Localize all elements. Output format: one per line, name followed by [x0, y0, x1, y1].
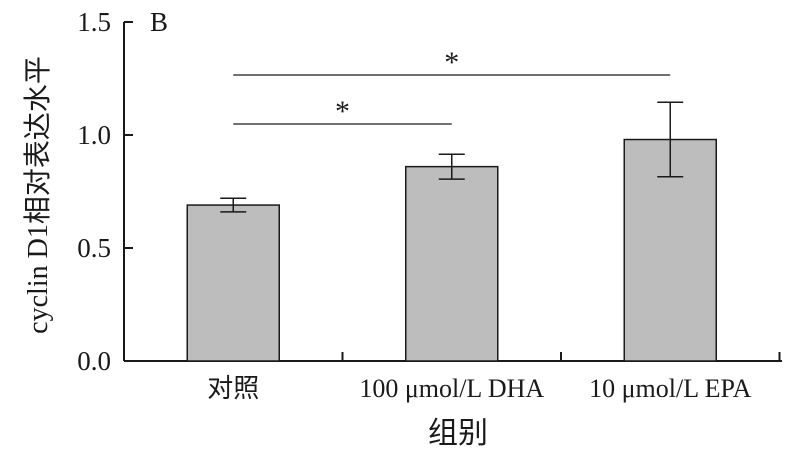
- panel-label: B: [150, 7, 168, 37]
- y-tick-label-1: 0.5: [77, 233, 111, 263]
- y-tick-label-0: 0.0: [77, 346, 111, 376]
- category-label-1: 100 μmol/L DHA: [359, 374, 544, 403]
- bar-1: [405, 165, 499, 362]
- y-axis-title: cyclin D1相对表达水平: [22, 56, 54, 334]
- x-axis-title: 组别: [428, 417, 488, 450]
- category-label-2: 10 μmol/L EPA: [589, 374, 751, 403]
- plot-area: 0.0 0.5 1.0 1.5 对照 100 μmol/L DHA 10 μmol/L EP…: [77, 7, 782, 403]
- category-label-0: 对照: [207, 374, 259, 403]
- y-tick-label-2: 1.0: [77, 120, 111, 150]
- bar-0: [186, 204, 280, 362]
- significance-star-1: *: [444, 46, 459, 79]
- significance-star-0: *: [335, 95, 350, 128]
- y-tick-label-3: 1.5: [77, 7, 111, 37]
